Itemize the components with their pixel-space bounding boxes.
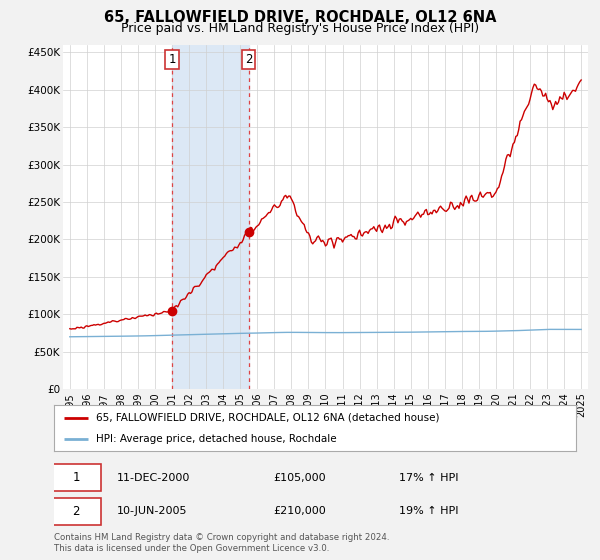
Text: 10-JUN-2005: 10-JUN-2005 — [116, 506, 187, 516]
Text: 1: 1 — [169, 53, 176, 66]
Text: Contains HM Land Registry data © Crown copyright and database right 2024.
This d: Contains HM Land Registry data © Crown c… — [54, 533, 389, 553]
Text: 2: 2 — [72, 505, 80, 518]
Text: 1: 1 — [72, 471, 80, 484]
Text: £210,000: £210,000 — [273, 506, 326, 516]
FancyBboxPatch shape — [52, 498, 101, 525]
Text: 2: 2 — [245, 53, 253, 66]
Text: 11-DEC-2000: 11-DEC-2000 — [116, 473, 190, 483]
Text: 65, FALLOWFIELD DRIVE, ROCHDALE, OL12 6NA (detached house): 65, FALLOWFIELD DRIVE, ROCHDALE, OL12 6N… — [96, 413, 439, 423]
Bar — [172, 45, 249, 389]
Text: Price paid vs. HM Land Registry's House Price Index (HPI): Price paid vs. HM Land Registry's House … — [121, 22, 479, 35]
Text: 65, FALLOWFIELD DRIVE, ROCHDALE, OL12 6NA: 65, FALLOWFIELD DRIVE, ROCHDALE, OL12 6N… — [104, 10, 496, 25]
Text: 17% ↑ HPI: 17% ↑ HPI — [398, 473, 458, 483]
Text: £105,000: £105,000 — [273, 473, 326, 483]
FancyBboxPatch shape — [52, 464, 101, 491]
Text: HPI: Average price, detached house, Rochdale: HPI: Average price, detached house, Roch… — [96, 435, 337, 444]
Text: 19% ↑ HPI: 19% ↑ HPI — [398, 506, 458, 516]
